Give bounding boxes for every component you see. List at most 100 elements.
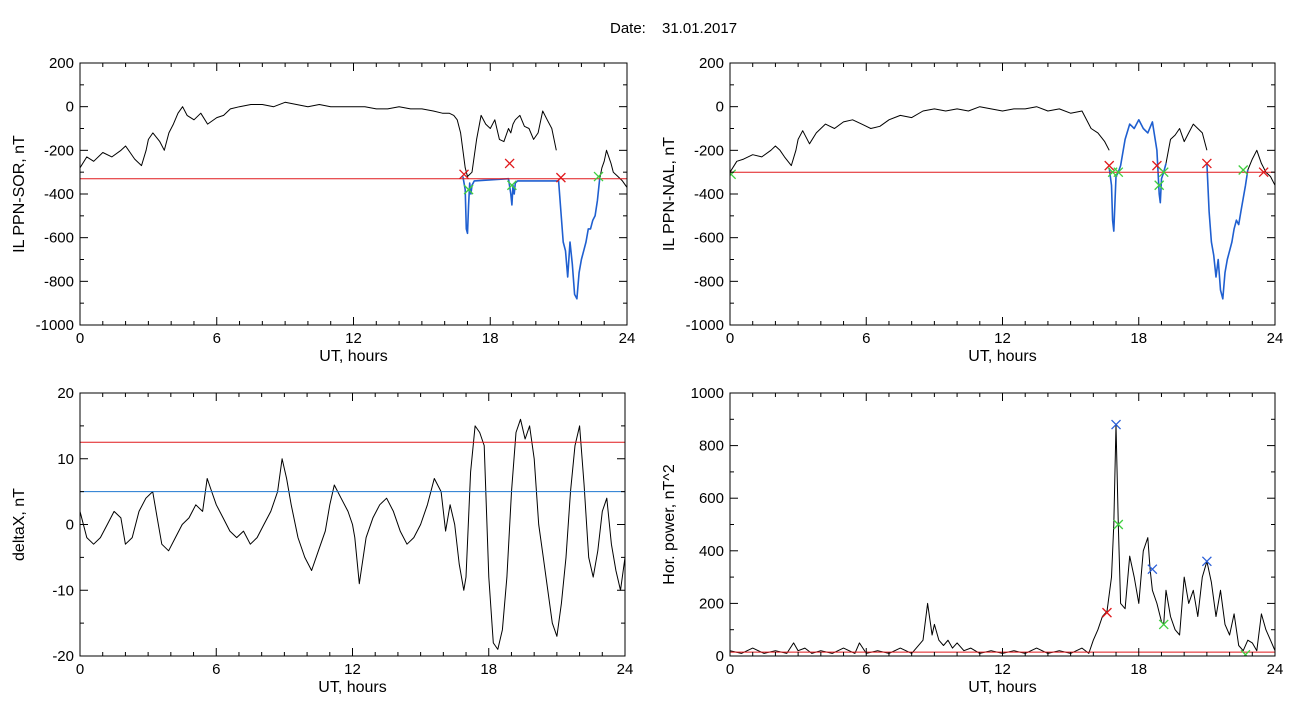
y-tick-label: 0 <box>66 517 74 534</box>
y-tick-label: 0 <box>716 648 724 665</box>
x-tick-label: 0 <box>76 661 84 678</box>
green-cross-marker <box>1113 519 1124 530</box>
series-group <box>80 101 627 300</box>
y-tick-label: 10 <box>57 451 74 468</box>
green-cross-marker <box>1238 165 1249 175</box>
x-tick-label: 0 <box>76 330 84 347</box>
green-cross-marker <box>1240 649 1251 656</box>
green-cross-marker <box>463 184 474 195</box>
y-axis-label: IL PPN-SOR, nT <box>11 135 28 253</box>
y-tick-label: -400 <box>44 186 74 203</box>
y-tick-label: 200 <box>699 55 724 72</box>
y-tick-label: -400 <box>694 186 724 203</box>
x-axis-label: UT, hours <box>318 679 386 696</box>
x-tick-label: 18 <box>1130 661 1147 678</box>
y-tick-label: 200 <box>699 595 724 612</box>
x-tick-label: 6 <box>213 330 221 347</box>
series-group <box>730 106 1275 300</box>
trace-tail-line <box>1247 149 1275 186</box>
y-tick-label: 600 <box>699 490 724 507</box>
trace-line <box>730 424 1275 654</box>
panel-il-ppn-sor: 0 6 12 18 24 -1000 -800 -600 -400 -200 0 200 UT, hou… <box>11 55 635 365</box>
green-cross-marker <box>1154 180 1165 191</box>
red-cross-marker <box>459 169 469 180</box>
storm-segment-line <box>462 176 601 300</box>
plot-frame <box>729 62 1276 326</box>
x-tick-label: 24 <box>617 661 634 678</box>
green-cross-marker <box>506 180 517 191</box>
x-tick-label: 24 <box>619 330 636 347</box>
series-group <box>80 418 625 650</box>
x-tick-label: 18 <box>482 330 499 347</box>
y-tick-label: -600 <box>44 230 74 247</box>
x-tick-label: 6 <box>862 661 870 678</box>
red-cross-marker <box>1258 167 1269 178</box>
x-tick-label: 0 <box>726 661 734 678</box>
blue-cross-marker <box>1111 419 1121 430</box>
y-tick-label: 800 <box>699 438 724 455</box>
x-tick-label: 0 <box>726 330 734 347</box>
plot-frame <box>729 392 1276 657</box>
x-axis-label: UT, hours <box>968 348 1036 365</box>
red-cross-marker <box>1104 160 1115 171</box>
x-tick-label: 6 <box>212 661 220 678</box>
storm-segment-line <box>1206 163 1249 300</box>
y-tick-label: 20 <box>57 385 74 402</box>
y-tick-label: -800 <box>694 273 724 290</box>
storm-segment-line <box>1108 119 1167 232</box>
y-tick-label: -10 <box>52 582 74 599</box>
series-group <box>730 419 1275 656</box>
red-cross-marker <box>555 172 566 183</box>
trace-tail-line <box>599 149 627 188</box>
red-cross-marker <box>1102 607 1112 618</box>
green-cross-marker <box>1158 167 1169 178</box>
panel-hor-power: 0 6 12 18 24 0 200 400 600 800 1000 UT, hours Hor. p… <box>661 385 1283 696</box>
blue-cross-marker <box>1201 556 1212 567</box>
y-tick-label: -200 <box>694 142 724 159</box>
green-cross-marker <box>1113 167 1124 178</box>
blue-cross-marker <box>1147 564 1158 575</box>
y-tick-label: -1000 <box>36 317 74 334</box>
x-axis-label: UT, hours <box>319 348 387 365</box>
trace-line <box>730 106 1110 173</box>
red-cross-marker <box>1201 158 1212 169</box>
x-tick-label: 6 <box>862 330 870 347</box>
y-tick-label: 200 <box>49 55 74 72</box>
y-tick-label: -600 <box>694 230 724 247</box>
red-cross-marker <box>504 158 515 169</box>
panel-il-ppn-nal: 0 6 12 18 24 -1000 -800 -600 -400 -200 0 200 UT, hou… <box>661 55 1283 365</box>
trace-line <box>80 418 625 650</box>
y-axis-label: deltaX, nT <box>11 488 28 561</box>
x-axis-label: UT, hours <box>968 679 1036 696</box>
x-tick-label: 18 <box>1130 330 1147 347</box>
green-cross-marker <box>730 169 737 180</box>
x-tick-label: 24 <box>1267 661 1284 678</box>
y-axis-label: IL PPN-NAL, nT <box>661 137 678 251</box>
y-tick-label: -1000 <box>686 317 724 334</box>
x-tick-label: 24 <box>1267 330 1284 347</box>
date-label: Date: <box>610 20 646 37</box>
panel-deltax: 0 6 12 18 24 -20 -10 0 10 20 UT, hours deltaX, nT <box>11 385 633 696</box>
plot-frame <box>79 62 628 326</box>
y-tick-label: -20 <box>52 648 74 665</box>
x-tick-label: 12 <box>345 330 362 347</box>
x-tick-label: 12 <box>994 330 1011 347</box>
trace-mid-line <box>1165 123 1208 164</box>
y-tick-label: -200 <box>44 142 74 159</box>
y-tick-label: 1000 <box>691 385 724 402</box>
y-tick-label: -800 <box>44 273 74 290</box>
y-axis-label: Hor. power, nT^2 <box>661 464 678 585</box>
green-cross-marker <box>1158 619 1169 630</box>
x-tick-label: 12 <box>994 661 1011 678</box>
y-tick-label: 400 <box>699 543 724 560</box>
y-tick-label: 0 <box>66 99 74 116</box>
x-tick-label: 18 <box>480 661 497 678</box>
y-tick-label: 0 <box>716 99 724 116</box>
date-value: 31.01.2017 <box>662 20 737 37</box>
trace-line <box>80 101 557 177</box>
x-tick-label: 12 <box>344 661 361 678</box>
green-cross-marker <box>593 171 604 182</box>
